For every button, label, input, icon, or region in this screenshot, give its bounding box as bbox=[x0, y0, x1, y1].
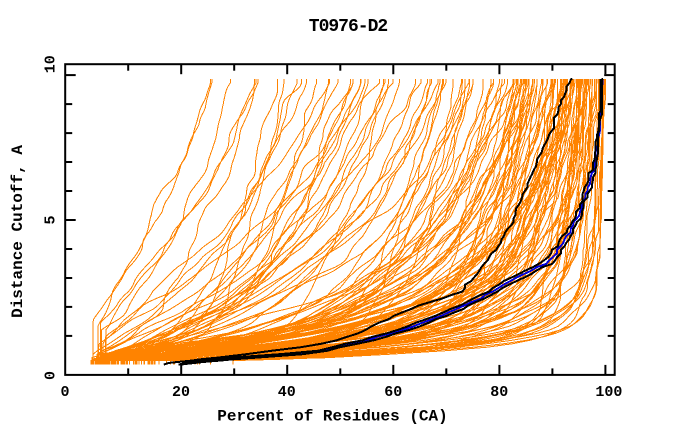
svg-text:T0976-D2: T0976-D2 bbox=[309, 17, 388, 37]
svg-text:10: 10 bbox=[43, 55, 60, 73]
svg-text:60: 60 bbox=[384, 384, 402, 401]
svg-text:100: 100 bbox=[595, 384, 622, 401]
svg-text:80: 80 bbox=[490, 384, 508, 401]
svg-text:Percent of Residues (CA): Percent of Residues (CA) bbox=[217, 408, 447, 426]
svg-text:5: 5 bbox=[43, 215, 60, 224]
svg-text:Distance Cutoff, A: Distance Cutoff, A bbox=[9, 145, 27, 318]
svg-text:40: 40 bbox=[278, 384, 296, 401]
svg-text:20: 20 bbox=[172, 384, 190, 401]
svg-text:0: 0 bbox=[43, 371, 60, 380]
svg-text:0: 0 bbox=[60, 384, 69, 401]
